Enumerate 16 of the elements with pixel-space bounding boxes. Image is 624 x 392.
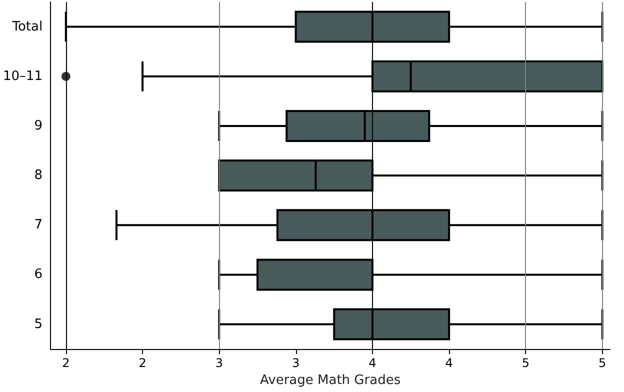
x-tick-label: 4	[445, 356, 453, 370]
x-tick-label: 2	[138, 356, 146, 370]
x-tick-label: 3	[292, 356, 300, 370]
y-tick-label: 7	[34, 218, 43, 233]
x-tick-label: 5	[598, 356, 606, 370]
y-tick-label: Total	[11, 19, 43, 34]
y-tick-label: 9	[34, 118, 43, 134]
y-tick-label: 8	[34, 168, 43, 184]
x-axis-title: Average Math Grades	[260, 373, 401, 388]
x-tick-label: 2	[62, 356, 70, 370]
x-tick-label: 3	[215, 356, 223, 370]
y-tick-label: 5	[34, 316, 43, 332]
y-tick-label: 6	[34, 267, 43, 282]
y-tick-label: 10–11	[2, 68, 43, 84]
x-tick-label: 5	[522, 356, 530, 370]
x-tick-label: 4	[368, 356, 376, 370]
